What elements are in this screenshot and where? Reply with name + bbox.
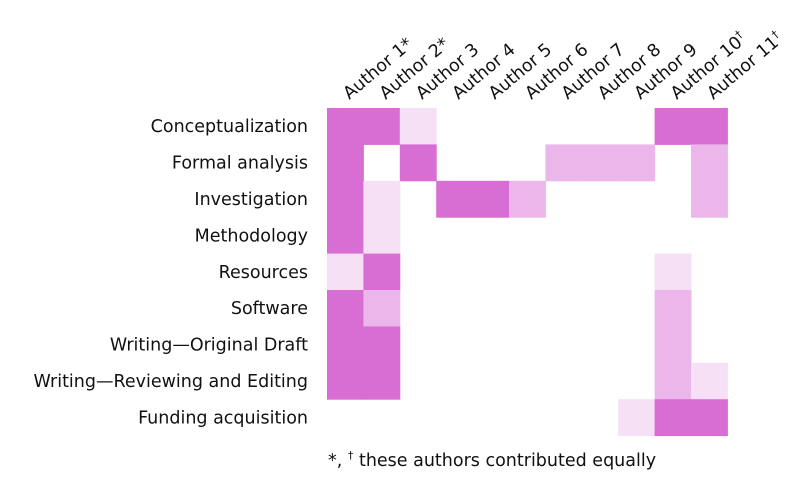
heatmap-cell (691, 108, 728, 145)
heatmap-cell (363, 326, 401, 364)
row-label: Investigation (194, 190, 308, 210)
heatmap-cell (654, 362, 692, 400)
heatmap-cell (654, 326, 692, 364)
heatmap-cell (327, 180, 364, 218)
heatmap-cell (327, 217, 364, 255)
heatmap-cell (363, 290, 401, 327)
heatmap-cell (509, 180, 546, 218)
heatmap-cell (327, 290, 364, 327)
heatmap-cell (363, 253, 401, 291)
row-label: Conceptualization (151, 117, 308, 137)
heatmap-cell (436, 180, 474, 218)
heatmap-cell (327, 326, 364, 364)
heatmap-cell (545, 144, 583, 182)
heatmap-cell (327, 108, 364, 145)
heatmap-cell (363, 108, 401, 145)
row-label: Software (231, 299, 308, 319)
footnote: *, † these authors contributed equally (328, 449, 656, 471)
heatmap-cell (654, 290, 692, 327)
heatmap-cell (654, 108, 692, 145)
heatmap-cell (363, 180, 401, 218)
heatmap-cell (691, 362, 728, 400)
heatmap-cell (691, 144, 728, 182)
heatmap-cell (472, 180, 510, 218)
heatmap-cell (654, 399, 692, 437)
heatmap-cell (399, 144, 437, 182)
heatmap-cell (691, 180, 728, 218)
heatmap-cell (654, 253, 692, 291)
heatmap-cell (618, 399, 656, 437)
row-label: Funding acquisition (138, 408, 308, 428)
heatmap-cell (399, 108, 437, 145)
row-label: Methodology (195, 226, 308, 246)
heatmap-cell (327, 144, 364, 182)
heatmap-cell (327, 253, 364, 291)
row-label: Resources (219, 263, 308, 283)
heatmap-cell (363, 217, 401, 255)
heatmap-cell (618, 144, 656, 182)
heatmap-cell (691, 399, 728, 437)
heatmap-cell (581, 144, 619, 182)
footnote-dagger: † (347, 449, 354, 462)
row-label: Writing—Reviewing and Editing (34, 372, 309, 392)
heatmap-cell (363, 362, 401, 400)
row-label: Writing—Original Draft (110, 336, 308, 356)
footnote-text: these authors contributed equally (353, 450, 657, 471)
heatmap-cell (327, 362, 364, 400)
footnote-symbols: *, (328, 450, 348, 471)
row-label: Formal analysis (172, 154, 308, 174)
